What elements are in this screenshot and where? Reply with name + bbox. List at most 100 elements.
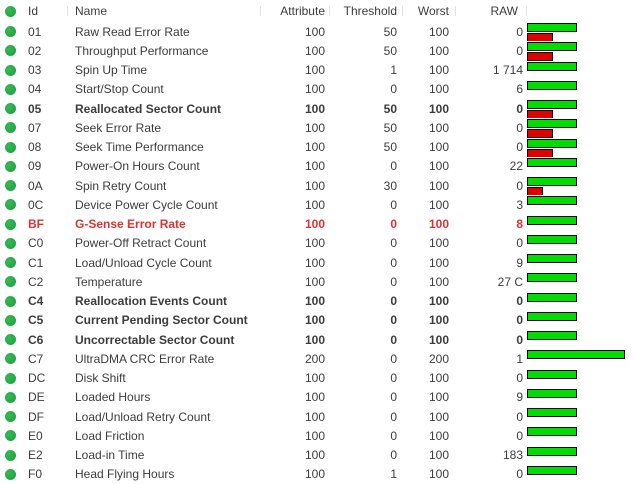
raw-value: 9 bbox=[516, 255, 523, 270]
smart-attribute-row[interactable]: 02 Throughput Performance 100 50 100 0 bbox=[0, 41, 634, 61]
attribute-value: 100 bbox=[304, 390, 325, 405]
value-bars bbox=[527, 292, 634, 311]
value-bars bbox=[527, 138, 634, 157]
status-cell bbox=[0, 314, 22, 326]
value-bars bbox=[527, 465, 634, 484]
threshold-bar bbox=[527, 148, 553, 157]
status-cell bbox=[0, 237, 22, 249]
smart-attribute-row[interactable]: C7 UltraDMA CRC Error Rate 200 0 200 1 bbox=[0, 349, 634, 368]
attribute-name: Device Power Cycle Count bbox=[75, 197, 218, 212]
column-header-attribute[interactable]: Attribute bbox=[261, 4, 330, 18]
attribute-id: 08 bbox=[28, 140, 42, 155]
smart-attribute-row[interactable]: E2 Load-in Time 100 0 100 183 bbox=[0, 446, 634, 465]
smart-attribute-row[interactable]: DF Load/Unload Retry Count 100 0 100 0 bbox=[0, 407, 634, 426]
attribute-value: 100 bbox=[304, 313, 325, 328]
attribute-id: 01 bbox=[28, 24, 42, 39]
attribute-value-bar bbox=[527, 465, 577, 475]
attribute-name: Seek Time Performance bbox=[75, 140, 204, 155]
smart-attribute-row[interactable]: C1 Load/Unload Cycle Count 100 0 100 9 bbox=[0, 253, 634, 272]
status-column-header bbox=[0, 5, 22, 17]
smart-attribute-row[interactable]: 09 Power-On Hours Count 100 0 100 22 bbox=[0, 157, 634, 176]
smart-attribute-row[interactable]: DE Loaded Hours 100 0 100 9 bbox=[0, 388, 634, 407]
smart-attribute-row[interactable]: F0 Head Flying Hours 100 1 100 0 bbox=[0, 465, 634, 484]
threshold-value: 0 bbox=[390, 236, 397, 251]
worst-value: 100 bbox=[428, 43, 449, 58]
status-cell bbox=[0, 26, 22, 38]
smart-attribute-row[interactable]: 03 Spin Up Time 100 1 100 1 714 bbox=[0, 61, 634, 80]
raw-value: 0 bbox=[516, 371, 523, 386]
threshold-bar bbox=[527, 187, 543, 196]
attribute-id: 0A bbox=[28, 178, 43, 193]
status-ok-icon bbox=[5, 5, 16, 17]
worst-value: 100 bbox=[428, 63, 449, 78]
worst-value: 100 bbox=[428, 448, 449, 463]
worst-value: 100 bbox=[428, 313, 449, 328]
status-ok-icon bbox=[5, 237, 16, 249]
attribute-name: Reallocation Events Count bbox=[75, 294, 228, 309]
status-ok-icon bbox=[5, 372, 16, 384]
smart-attribute-row[interactable]: C2 Temperature 100 0 100 27 C bbox=[0, 272, 634, 291]
smart-attribute-row[interactable]: C4 Reallocation Events Count 100 0 100 0 bbox=[0, 292, 634, 311]
worst-value: 100 bbox=[428, 159, 449, 174]
value-bars bbox=[527, 369, 634, 388]
attribute-name: Uncorrectable Sector Count bbox=[75, 332, 235, 347]
status-cell bbox=[0, 83, 22, 95]
threshold-value: 0 bbox=[390, 217, 397, 232]
attribute-value-bar bbox=[527, 177, 577, 186]
column-header-name[interactable]: Name bbox=[68, 4, 261, 18]
smart-attribute-row[interactable]: 01 Raw Read Error Rate 100 50 100 0 bbox=[0, 22, 634, 42]
column-header-id[interactable]: Id bbox=[22, 4, 68, 18]
column-header-threshold[interactable]: Threshold bbox=[330, 4, 403, 18]
raw-value: 1 714 bbox=[492, 63, 523, 78]
smart-attribute-row[interactable]: C6 Uncorrectable Sector Count 100 0 100 … bbox=[0, 330, 634, 349]
raw-value: 9 bbox=[516, 390, 523, 405]
status-cell bbox=[0, 180, 22, 192]
smart-attribute-row[interactable]: 0C Device Power Cycle Count 100 0 100 3 bbox=[0, 195, 634, 214]
attribute-name: Seek Error Rate bbox=[75, 120, 162, 135]
smart-attribute-row[interactable]: 07 Seek Error Rate 100 50 100 0 bbox=[0, 118, 634, 138]
smart-attribute-row[interactable]: E0 Load Friction 100 0 100 0 bbox=[0, 426, 634, 445]
smart-attribute-row[interactable]: BF G-Sense Error Rate 100 0 100 8 bbox=[0, 215, 634, 234]
status-cell bbox=[0, 334, 22, 346]
column-header-raw[interactable]: RAW bbox=[456, 4, 527, 18]
smart-attribute-row[interactable]: 04 Start/Stop Count 100 0 100 6 bbox=[0, 80, 634, 99]
smart-attribute-row[interactable]: 08 Seek Time Performance 100 50 100 0 bbox=[0, 138, 634, 157]
smart-attribute-row[interactable]: C5 Current Pending Sector Count 100 0 10… bbox=[0, 311, 634, 330]
attribute-name: Loaded Hours bbox=[75, 390, 151, 405]
value-bars bbox=[527, 176, 634, 196]
raw-value: 0 bbox=[516, 120, 523, 135]
attribute-value: 100 bbox=[304, 467, 325, 482]
threshold-bar bbox=[527, 110, 553, 119]
status-ok-icon bbox=[5, 295, 16, 307]
status-ok-icon bbox=[5, 160, 16, 172]
threshold-value: 50 bbox=[383, 43, 397, 58]
value-bars bbox=[527, 330, 634, 349]
attribute-id: 03 bbox=[28, 63, 42, 78]
smart-attribute-row[interactable]: DC Disk Shift 100 0 100 0 bbox=[0, 369, 634, 388]
raw-value: 0 bbox=[516, 43, 523, 58]
smart-attribute-row[interactable]: 0A Spin Retry Count 100 30 100 0 bbox=[0, 176, 634, 196]
attribute-value: 100 bbox=[304, 140, 325, 155]
attribute-value: 100 bbox=[304, 428, 325, 443]
status-ok-icon bbox=[5, 257, 16, 269]
attribute-value-bar bbox=[527, 331, 577, 340]
value-bars bbox=[527, 157, 634, 176]
status-cell bbox=[0, 64, 22, 76]
attribute-value: 100 bbox=[304, 409, 325, 424]
worst-value: 100 bbox=[428, 371, 449, 386]
value-bars bbox=[527, 215, 634, 234]
attribute-value-bar bbox=[527, 100, 577, 109]
threshold-value: 0 bbox=[390, 332, 397, 347]
worst-value: 100 bbox=[428, 255, 449, 270]
smart-attribute-row[interactable]: 05 Reallocated Sector Count 100 50 100 0 bbox=[0, 99, 634, 119]
value-bars bbox=[527, 41, 634, 61]
smart-attribute-row[interactable]: C0 Power-Off Retract Count 100 0 100 0 bbox=[0, 234, 634, 253]
threshold-value: 1 bbox=[390, 467, 397, 482]
column-header-worst[interactable]: Worst bbox=[403, 4, 456, 18]
threshold-value: 50 bbox=[383, 120, 397, 135]
status-ok-icon bbox=[5, 430, 16, 442]
worst-value: 100 bbox=[428, 120, 449, 135]
worst-value: 100 bbox=[428, 24, 449, 39]
threshold-value: 0 bbox=[390, 274, 397, 289]
worst-value: 100 bbox=[428, 197, 449, 212]
